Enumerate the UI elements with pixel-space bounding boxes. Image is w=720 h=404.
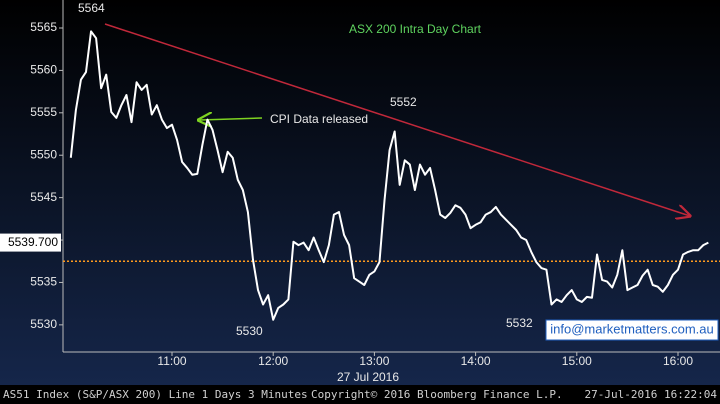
footer-right: 27-Jul-2016 16:22:04 bbox=[585, 388, 718, 401]
y-tick-label: 5535 bbox=[30, 275, 57, 289]
x-tick-label: 14:00 bbox=[461, 354, 491, 368]
x-tick-label: 16:00 bbox=[663, 354, 693, 368]
x-tick-label: 11:00 bbox=[157, 354, 186, 368]
x-tick-label: 13:00 bbox=[359, 354, 389, 368]
last-value-label: 5539.700 bbox=[8, 235, 58, 249]
footer-left: AS51 Index (S&P/ASX 200) Line 1 Days 3 M… bbox=[3, 388, 308, 401]
x-tick-label: 15:00 bbox=[562, 354, 592, 368]
y-tick-label: 5565 bbox=[30, 20, 57, 34]
y-tick-label: 5550 bbox=[30, 147, 57, 161]
last-value-box bbox=[0, 233, 61, 252]
annotation: 5530 bbox=[236, 324, 263, 338]
x-axis-label: 27 Jul 2016 bbox=[337, 370, 399, 384]
annotation: 5552 bbox=[390, 95, 417, 109]
footer-center: Copyright© 2016 Bloomberg Finance L.P. bbox=[311, 388, 563, 401]
y-tick-label: 5530 bbox=[30, 317, 57, 331]
x-tick-label: 12:00 bbox=[258, 354, 288, 368]
event-arrow bbox=[200, 118, 263, 120]
trend-arrow bbox=[104, 23, 690, 216]
y-tick-label: 5545 bbox=[30, 190, 57, 204]
y-tick-label: 5555 bbox=[30, 105, 57, 119]
chart-title: ASX 200 Intra Day Chart bbox=[349, 22, 482, 36]
price-line bbox=[69, 30, 709, 321]
watermark: info@marketmatters.com.au bbox=[550, 321, 713, 336]
annotation: CPI Data released bbox=[270, 112, 368, 126]
watermark-box bbox=[545, 319, 719, 341]
annotation: 5564 bbox=[78, 1, 105, 15]
annotation: 5532 bbox=[506, 316, 533, 330]
y-tick-label: 5560 bbox=[30, 63, 57, 77]
footer-bar bbox=[0, 385, 720, 404]
